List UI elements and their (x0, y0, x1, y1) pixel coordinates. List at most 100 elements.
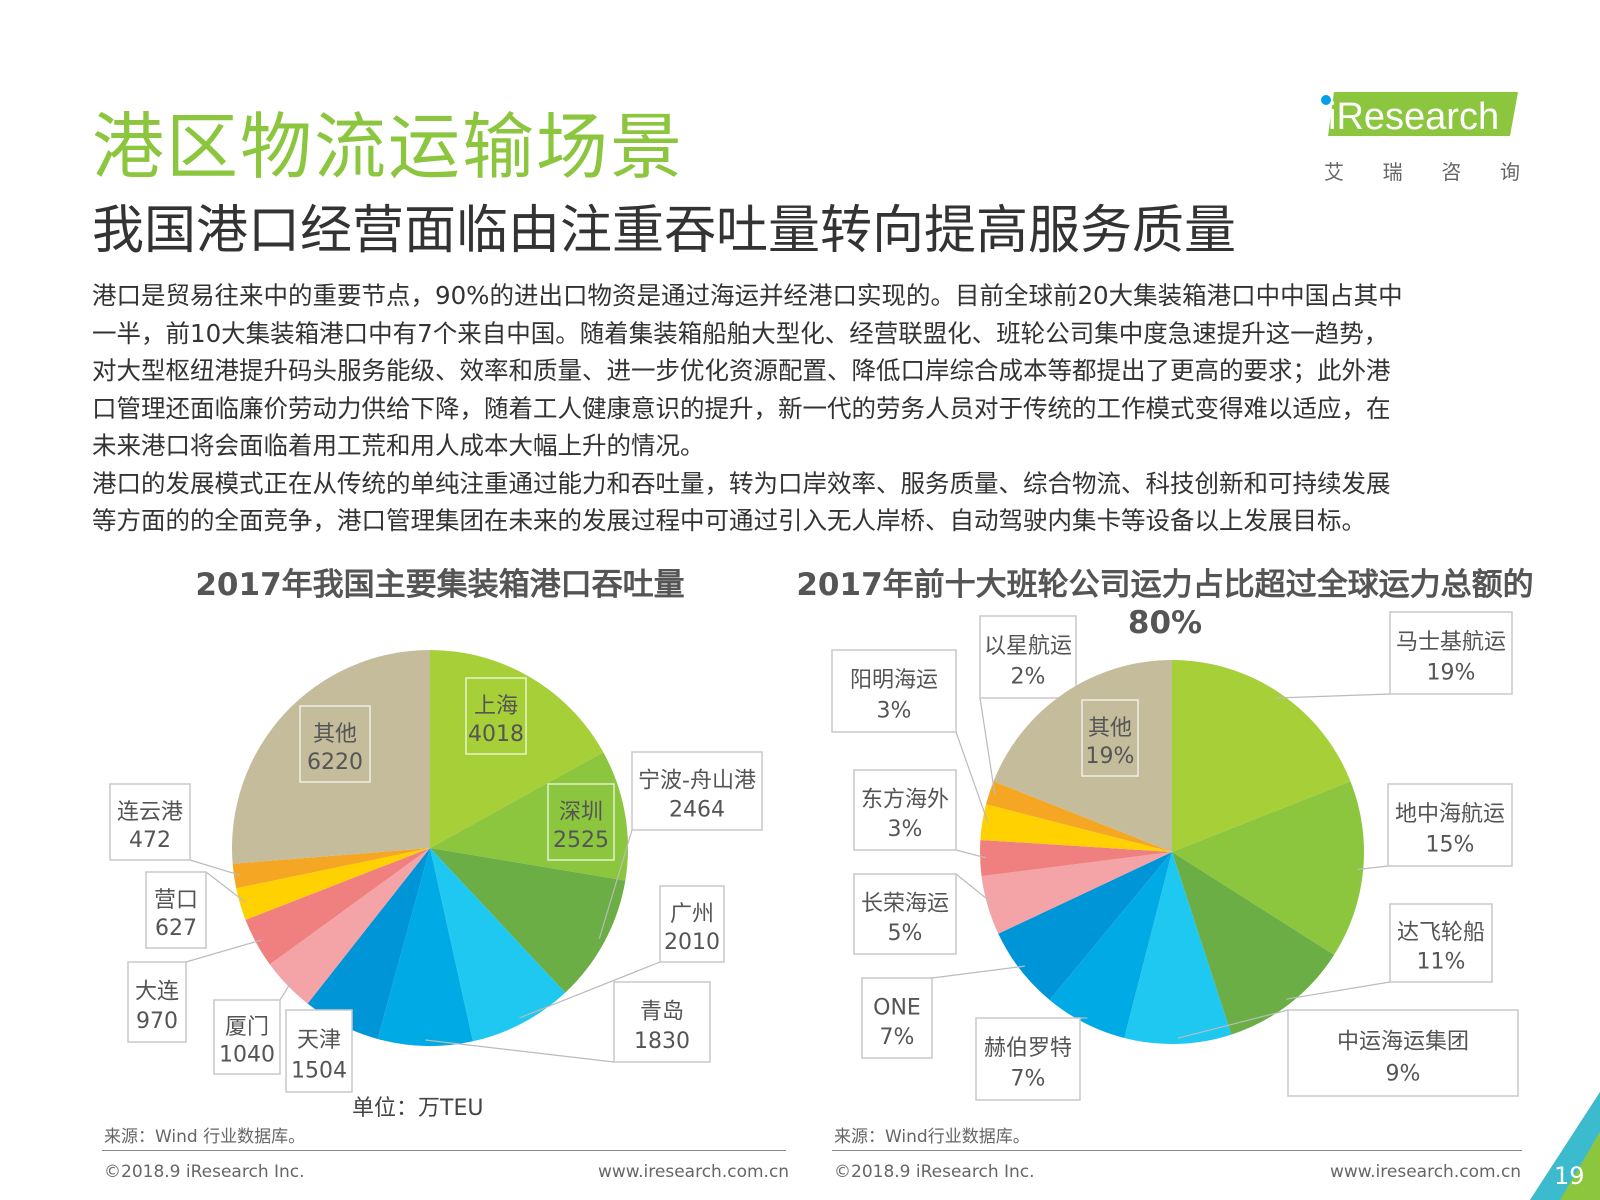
chart2-leader-line (955, 731, 989, 824)
chart1-slice-0 (430, 649, 604, 848)
body-text: 港口是贸易往来中的重要节点，90%的进出口物资是通过海运并经港口实现的。目前全球… (92, 277, 1512, 540)
chart2-label-box (831, 649, 957, 733)
website-right: www.iresearch.com.cn (1330, 1162, 1522, 1182)
chart1-value-label: 1504 (291, 1059, 347, 1084)
chart1-category-label: 上海 (474, 694, 518, 719)
chart1-category-label: 营口 (154, 888, 198, 913)
chart1-leader-line (519, 961, 661, 1019)
chart1-leader-line (598, 829, 633, 939)
chart2-title: 2017年前十大班轮公司运力占比超过全球运力总额的80% (796, 567, 1534, 641)
chart1-slice-6 (269, 848, 430, 1004)
chart1-label-box (631, 751, 763, 831)
chart2-category-label: 地中海航运 (1395, 802, 1505, 827)
iresearch-logo: iResearch 艾 瑞 咨 询 (1320, 86, 1520, 184)
chart1-leader-line (189, 859, 241, 876)
logo-cn-char: 咨 (1441, 160, 1462, 184)
footer-divider-left (102, 1150, 786, 1151)
body-line: 对大型枢纽港提升码头服务能级、效率和质量、进一步优化资源配置、降低口岸综合成本等… (92, 356, 1391, 385)
chart1-leader-line (205, 871, 247, 904)
chart2-slice-2 (1172, 852, 1335, 1035)
logo-mark-icon (1321, 92, 1518, 136)
chart2-source: 来源：Wind行业数据库。 (834, 1127, 1030, 1147)
chart2-value-label: 2% (1011, 665, 1046, 690)
chart2-slice-0 (1172, 660, 1351, 852)
body-line: 港口是贸易往来中的重要节点，90%的进出口物资是通过海运并经港口实现的。目前全球… (92, 281, 1403, 310)
chart2-leader-line (1276, 693, 1391, 699)
chart2-slice-7 (980, 839, 1172, 877)
chart2-category-label: 达飞轮船 (1397, 921, 1485, 946)
chart1-category-label: 其他 (313, 722, 357, 747)
chart1-value-label: 2464 (669, 798, 725, 823)
body-line: 一半，前10大集装箱港口中有7个来自中国。随着集装箱船舶大型化、经营联盟化、班轮… (92, 318, 1389, 348)
chart1-category-label: 连云港 (117, 800, 183, 825)
chart1-slice-8 (236, 848, 430, 920)
footer-divider-right (832, 1150, 1522, 1151)
copyright-left: ©2018.9 iResearch Inc. (104, 1162, 305, 1182)
chart2-label-box (861, 977, 933, 1059)
chart1-slice-10 (232, 650, 430, 864)
chart2-pie: 马士基航运 19% 地中海航运 15% 达飞轮船 11% 中运海运集团 9% 赫伯罗特 7% ONE… (831, 611, 1519, 1101)
chart1-value-label: 1040 (219, 1043, 275, 1068)
body-line: 等方面的的全面竞争，港口管理集团在未来的发展过程中可通过引入无人岸桥、自动驾驶内… (92, 506, 1366, 535)
chart1-source: 来源：Wind 行业数据库。 (104, 1127, 306, 1147)
chart2-label-box (853, 873, 957, 955)
body-line: 口管理还面临廉价劳动力供给下降，随着工人健康意识的提升，新一代的劳务人员对于传统… (92, 393, 1391, 423)
chart1-leader-line (185, 939, 262, 963)
chart1-value-label: 4018 (468, 722, 524, 747)
chart2-label-box (1389, 611, 1513, 695)
copyright-right: ©2018.9 iResearch Inc. (834, 1162, 1035, 1182)
chart2-leader-line (1357, 865, 1389, 871)
chart1-value-label: 472 (129, 828, 171, 853)
chart1-label-box (285, 1009, 353, 1093)
chart2-leader-line (931, 965, 1025, 979)
chart1-category-label: 深圳 (559, 800, 603, 825)
chart2-value-label: 19% (1427, 661, 1476, 686)
chart1-label-box (547, 783, 615, 861)
page-number: 19 (1554, 1162, 1585, 1190)
chart1-label-box (127, 961, 187, 1043)
chart2-category-label: 中运海运集团 (1337, 1030, 1469, 1055)
chart2-value-label: 5% (888, 921, 923, 946)
chart2-value-label: 3% (888, 817, 923, 842)
chart1-slice-9 (232, 848, 430, 889)
chart1-slice-2 (430, 848, 626, 993)
chart1-label-box (213, 999, 281, 1075)
chart1-value-label: 1830 (634, 1029, 690, 1054)
chart2-category-label: 长荣海运 (861, 891, 949, 916)
chart1-value-label: 2010 (664, 930, 720, 955)
chart2-leader-line (955, 849, 987, 859)
chart2-value-label: 7% (880, 1025, 915, 1050)
chart2-category-label: 东方海外 (861, 787, 949, 812)
corner-decoration-icon (1530, 1092, 1600, 1200)
chart2-label-box (1389, 903, 1493, 983)
chart2-value-label: 15% (1426, 833, 1475, 858)
chart2-category-label: ONE (873, 995, 921, 1020)
chart2-label-box (1287, 1009, 1519, 1097)
page-subtitle: 我国港口经营面临由注重吞吐量转向提高服务质量 (92, 201, 1237, 261)
chart2-value-label: 9% (1386, 1062, 1421, 1087)
chart1-category-label: 厦门 (225, 1015, 269, 1040)
chart1-slice-3 (430, 848, 566, 1042)
chart2-value-label: 19% (1086, 744, 1135, 769)
chart1-category-label: 广州 (670, 902, 714, 927)
chart2-slice-8 (980, 804, 1172, 852)
chart1-title: 2017年我国主要集装箱港口吞吐量 (195, 567, 685, 603)
chart2-leader-line (1286, 981, 1391, 1000)
chart2-label-box (979, 615, 1077, 699)
chart2-slice-5 (998, 852, 1172, 1000)
chart2-label-box (1081, 699, 1139, 777)
chart1-category-label: 天津 (297, 1028, 341, 1053)
chart2-value-label: 7% (1011, 1067, 1046, 1092)
body-line: 未来港口将会面临着用工荒和用人成本大幅上升的情况。 (92, 431, 705, 460)
chart1-unit-label: 单位：万TEU (352, 1096, 484, 1121)
logo-cn-char: 瑞 (1382, 160, 1403, 184)
chart2-label-box (1387, 783, 1513, 867)
body-line: 港口的发展模式正在从传统的单纯注重通过能力和吞吐量，转为口岸效率、服务质量、综合… (92, 468, 1391, 498)
chart2-category-label: 以星航运 (984, 634, 1072, 659)
logo-wordmark: iResearch (1328, 96, 1500, 138)
chart1-category-label: 大连 (135, 979, 179, 1004)
chart1-slice-5 (307, 848, 430, 1039)
chart2-category-label: 阳明海运 (850, 668, 938, 693)
chart2-label-box (975, 1017, 1081, 1101)
